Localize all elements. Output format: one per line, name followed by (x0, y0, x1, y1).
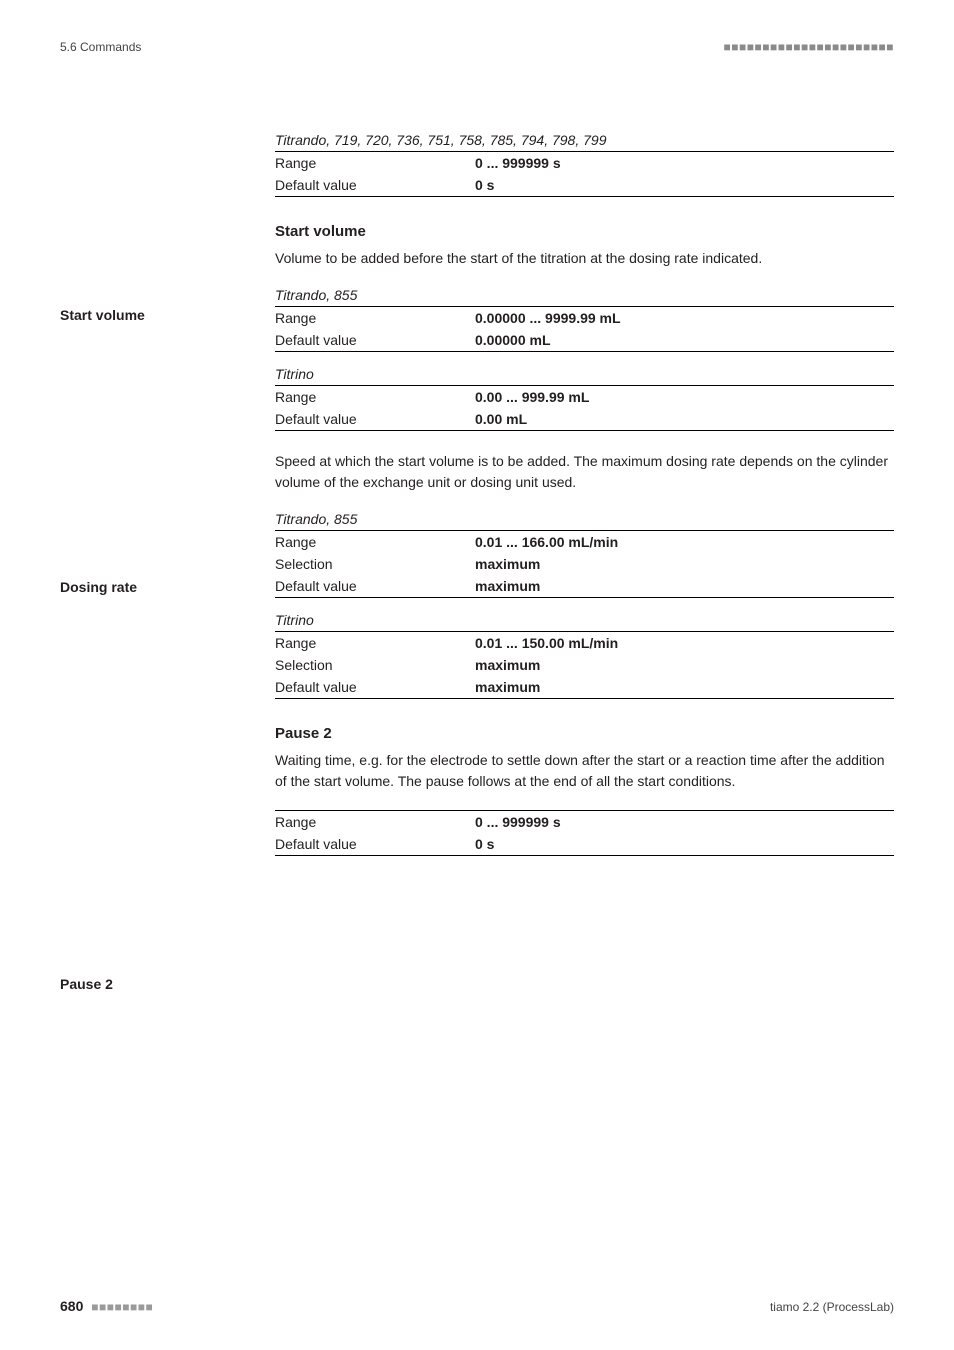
pause-2-para: Waiting time, e.g. for the electrode to … (275, 750, 894, 792)
param-value: 0.00 mL (475, 408, 894, 431)
header-dashes: ■■■■■■■■■■■■■■■■■■■■■■ (724, 40, 894, 54)
param-value: 0 ... 999999 s (475, 811, 894, 834)
param-label: Range (275, 811, 475, 834)
param-value: 0 ... 999999 s (475, 152, 894, 175)
group-title-initial: Titrando, 719, 720, 736, 751, 758, 785, … (275, 132, 894, 148)
param-table-initial: Range 0 ... 999999 s Default value 0 s (275, 151, 894, 197)
group-title: Titrino (275, 366, 894, 382)
group-title: Titrando, 855 (275, 511, 894, 527)
footer-page-number: 680 (60, 1298, 83, 1314)
param-label: Range (275, 152, 475, 175)
param-label: Range (275, 386, 475, 409)
param-label: Range (275, 307, 475, 330)
param-label: Range (275, 632, 475, 655)
param-value: 0 s (475, 174, 894, 197)
param-table: Range 0.00 ... 999.99 mL Default value 0… (275, 385, 894, 431)
param-value: maximum (475, 553, 894, 575)
param-table: Range 0.00000 ... 9999.99 mL Default val… (275, 306, 894, 352)
footer-dashes: ■■■■■■■■ (91, 1300, 153, 1314)
param-value: 0.00000 mL (475, 329, 894, 352)
start-volume-body: Volume to be added before the start of t… (275, 248, 894, 431)
page-header: 5.6 Commands ■■■■■■■■■■■■■■■■■■■■■■ (60, 40, 894, 54)
pause-2-body: Waiting time, e.g. for the electrode to … (275, 750, 894, 856)
block-initial: Titrando, 719, 720, 736, 751, 758, 785, … (275, 132, 894, 197)
dosing-rate-para: Speed at which the start volume is to be… (275, 451, 894, 493)
section-pause-2: Pause 2 (275, 725, 894, 742)
heading-pause-2: Pause 2 (275, 725, 894, 742)
param-value: maximum (475, 676, 894, 699)
side-label-dosing-rate: Dosing rate (60, 579, 137, 595)
param-label: Selection (275, 553, 475, 575)
param-table: Range 0.01 ... 166.00 mL/min Selection m… (275, 530, 894, 598)
param-table: Range 0.01 ... 150.00 mL/min Selection m… (275, 631, 894, 699)
param-value: 0.01 ... 150.00 mL/min (475, 632, 894, 655)
param-value: maximum (475, 575, 894, 598)
param-label: Default value (275, 833, 475, 856)
param-value: 0.00000 ... 9999.99 mL (475, 307, 894, 330)
param-label: Range (275, 531, 475, 554)
start-volume-para: Volume to be added before the start of t… (275, 248, 894, 269)
footer-product: tiamo 2.2 (ProcessLab) (770, 1300, 894, 1314)
footer-page-number-wrap: 680 ■■■■■■■■ (60, 1298, 153, 1314)
param-label: Default value (275, 174, 475, 197)
param-table: Range 0 ... 999999 s Default value 0 s (275, 810, 894, 856)
param-label: Default value (275, 676, 475, 699)
side-label-start-volume: Start volume (60, 307, 145, 323)
section-start-volume: Start volume (275, 223, 894, 240)
group-title: Titrino (275, 612, 894, 628)
page-footer: 680 ■■■■■■■■ tiamo 2.2 (ProcessLab) (60, 1298, 894, 1314)
param-value: 0 s (475, 833, 894, 856)
param-label: Selection (275, 654, 475, 676)
side-label-pause-2: Pause 2 (60, 976, 113, 992)
group-title: Titrando, 855 (275, 287, 894, 303)
param-value: 0.01 ... 166.00 mL/min (475, 531, 894, 554)
param-label: Default value (275, 408, 475, 431)
param-value: 0.00 ... 999.99 mL (475, 386, 894, 409)
heading-start-volume: Start volume (275, 223, 894, 240)
param-label: Default value (275, 329, 475, 352)
param-value: maximum (475, 654, 894, 676)
header-section: 5.6 Commands (60, 40, 141, 54)
dosing-rate-body: Speed at which the start volume is to be… (275, 451, 894, 699)
param-label: Default value (275, 575, 475, 598)
